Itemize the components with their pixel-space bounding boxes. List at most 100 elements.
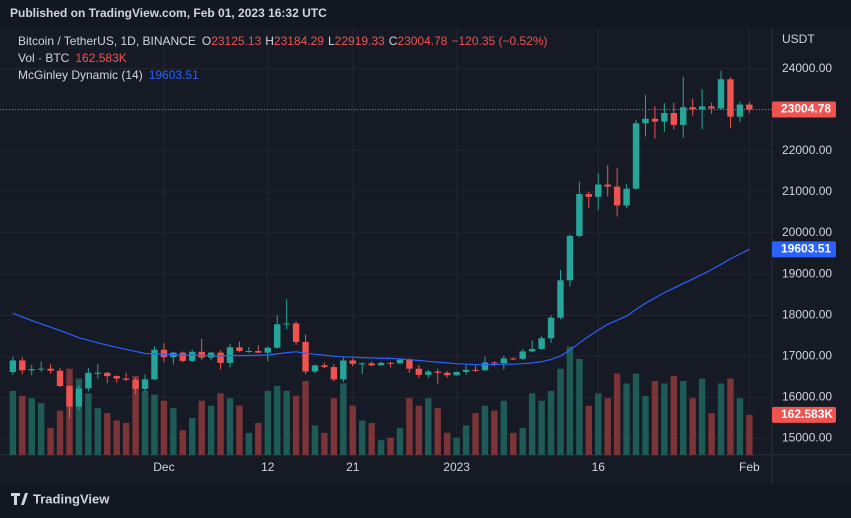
volume-bar [274, 385, 281, 455]
volume-bar [245, 432, 253, 455]
volume-bar [387, 437, 394, 455]
candle-body [368, 363, 375, 366]
y-tick-label: 17000.00 [782, 349, 832, 363]
volume-bar [85, 393, 92, 455]
volume-bar [708, 413, 715, 455]
y-tick-label: 20000.00 [782, 225, 832, 239]
y-tick-label: 21000.00 [782, 184, 832, 198]
volume-name: Vol · BTC [18, 51, 70, 65]
y-tick-label: 15000.00 [782, 431, 832, 445]
volume-value: 162.583K [75, 51, 126, 65]
candle-body [670, 112, 677, 125]
candle-body [349, 360, 356, 364]
volume-bar [377, 440, 385, 455]
candle-body [661, 112, 668, 122]
volume-bar [170, 408, 177, 455]
volume-bar [311, 425, 319, 455]
volume-bar [434, 408, 441, 455]
candle-body [727, 79, 734, 117]
volume-bar [415, 405, 423, 455]
volume-bar [566, 346, 574, 455]
volume-bar [642, 395, 649, 455]
legend-title: Bitcoin / TetherUS, 1D, BINANCE O23125.13… [18, 34, 548, 48]
volume-bar [717, 383, 725, 455]
volume-bar [500, 400, 508, 455]
price-tag-label: 23004.78 [781, 102, 831, 116]
volume-bar [557, 368, 564, 455]
volume-bar [104, 413, 111, 455]
candle-body [689, 107, 696, 110]
ohlc-key: C [389, 34, 398, 48]
volume-bar [179, 430, 186, 455]
volume-bar [651, 381, 659, 455]
volume-bar [349, 405, 356, 455]
price-tag-label: 162.583K [781, 407, 833, 421]
volume-bar [217, 393, 224, 455]
candle-body [434, 371, 441, 373]
logo: TradingView [11, 491, 110, 506]
volume-bar [9, 390, 17, 455]
candle-body [500, 358, 508, 364]
candle-body [613, 186, 621, 206]
volume-bar [510, 432, 517, 455]
volume-bar [406, 398, 413, 455]
volume-bar [94, 408, 102, 455]
candle-body [698, 106, 706, 110]
volume-bar [160, 400, 168, 455]
candle-body [321, 365, 328, 368]
candle-body [547, 317, 555, 339]
indicator-value: 19603.51 [149, 68, 199, 82]
volume-bar [340, 383, 347, 455]
candle-body [528, 348, 536, 352]
candle-body [595, 184, 602, 197]
volume-bar [746, 414, 753, 455]
candle-body [113, 376, 120, 379]
candle-body [453, 371, 460, 376]
volume-bar [585, 405, 593, 455]
candle-body [66, 385, 73, 407]
volume-bar [47, 427, 54, 455]
candle-body [122, 378, 130, 380]
change: −120.35 (−0.52%) [451, 34, 547, 48]
y-tick-label: 16000.00 [782, 390, 832, 404]
x-tick-label: 2023 [443, 460, 470, 474]
volume-bar [680, 381, 687, 455]
y-tick-label: 18000.00 [782, 307, 832, 321]
candle-body [538, 338, 545, 349]
candle-body [311, 365, 319, 372]
candle-body [396, 359, 404, 364]
candle-body [491, 362, 498, 364]
volume-bar [547, 390, 555, 455]
candle-body [330, 367, 338, 380]
volume-bar [122, 422, 130, 455]
candle-body [415, 368, 423, 375]
volume-bar [255, 422, 262, 455]
volume-bar [481, 405, 489, 455]
candle-body [557, 280, 564, 318]
volume-bar [661, 383, 668, 455]
volume-bar [37, 403, 45, 455]
volume-bar [736, 398, 744, 455]
candle-body [387, 362, 394, 364]
candle-body [28, 369, 35, 371]
indicator-legend: McGinley Dynamic (14) 19603.51 [18, 68, 199, 82]
candle-body [9, 360, 17, 372]
ohlc-value: 23125.13 [211, 34, 261, 48]
candle-body [377, 362, 385, 366]
volume-bar [321, 432, 328, 455]
volume-bar [28, 398, 35, 455]
candle-body [510, 358, 517, 360]
volume-bar [491, 410, 498, 455]
candle-body [462, 369, 470, 372]
price-tag [772, 241, 836, 258]
candle-body [519, 351, 526, 359]
candle-body [425, 371, 432, 375]
volume-bar [359, 420, 366, 455]
volume-bar [113, 420, 120, 455]
volume-bar [302, 381, 309, 455]
candle-body [217, 352, 224, 363]
volume-bar [132, 376, 139, 455]
candle-body [736, 104, 744, 117]
candle-body [104, 372, 111, 377]
y-tick-label: 24000.00 [782, 61, 832, 75]
